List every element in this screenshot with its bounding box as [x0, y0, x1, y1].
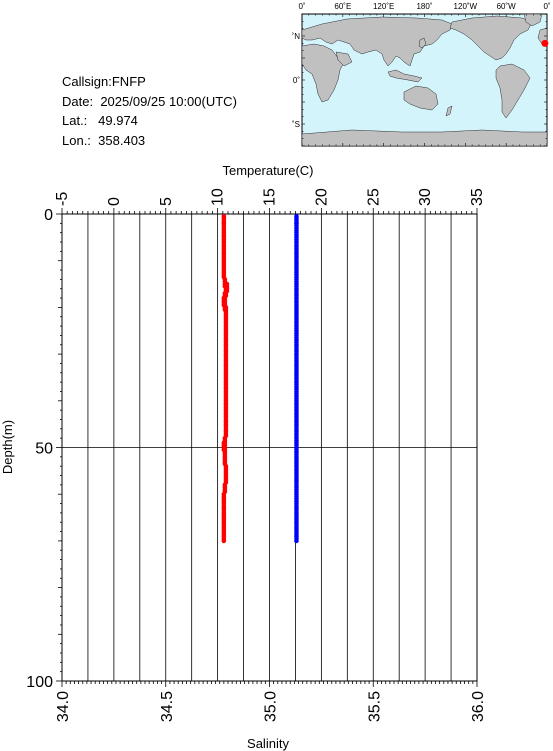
salinity-series — [294, 214, 299, 544]
map-lon-label: 120˚W — [454, 2, 478, 11]
antarctica-landmass — [302, 129, 547, 146]
callsign-row: Callsign:FNFP — [62, 72, 237, 92]
temperature-tick-label: 30 — [417, 188, 434, 206]
africa-landmass — [302, 43, 345, 103]
salinity-tick-label: 34.0 — [55, 691, 72, 722]
temperature-point — [221, 538, 227, 544]
depth-tick-label: 0 — [44, 207, 53, 224]
indonesia-islands — [387, 69, 423, 83]
map-lat-labels: 60˚N 0˚ 60˚S — [292, 32, 300, 129]
map-lon-label: 120˚E — [373, 2, 394, 11]
callsign-label: Callsign: — [62, 74, 112, 89]
temperature-tick-label: 20 — [313, 188, 330, 206]
map-lon-label: 0˚ — [543, 2, 550, 11]
salinity-tick-label: 35.0 — [263, 691, 280, 722]
south-america-landmass — [495, 63, 531, 119]
temperature-tick-label: -5 — [54, 192, 71, 206]
date-row: Date: 2025/09/25 10:00(UTC) — [62, 92, 237, 112]
callsign-value: FNFP — [111, 74, 146, 89]
top-axis-label: Temperature(C) — [222, 163, 313, 178]
greenland-landmass — [523, 14, 543, 27]
grid-lines — [62, 214, 477, 681]
map-lon-label: 0˚ — [298, 2, 305, 11]
temperature-tick-label: 25 — [365, 188, 382, 206]
map-lat-label: 0˚ — [293, 76, 300, 85]
map-lat-label: 60˚S — [292, 120, 300, 129]
map-ticks — [301, 13, 548, 147]
series-layer — [221, 214, 299, 544]
japan-islands — [418, 37, 427, 49]
depth-tick-labels: 0 50 100 — [26, 207, 53, 691]
map-lon-labels: 0˚ 60˚E 120˚E 180˚ 120˚W 60˚W 0˚ — [298, 2, 550, 11]
date-label: Date: — [62, 93, 94, 109]
salinity-tick-label: 35.5 — [366, 691, 383, 722]
depth-tick-label: 50 — [35, 441, 53, 458]
temperature-tick-labels: -5 0 5 10 15 20 25 30 35 — [54, 188, 486, 206]
australia-landmass — [403, 85, 439, 111]
salinity-tick-label: 34.5 — [159, 691, 176, 722]
salinity-tick-labels: 34.0 34.5 35.0 35.5 36.0 — [55, 691, 487, 722]
depth-tick-label: 100 — [26, 674, 53, 691]
map-land — [302, 14, 547, 146]
temperature-tick-label: 5 — [158, 197, 175, 206]
temperature-series — [221, 214, 230, 544]
station-marker — [541, 39, 549, 47]
north-america-landmass — [449, 15, 533, 61]
salinity-tick-label: 36.0 — [470, 691, 487, 722]
arabia-landmass — [335, 51, 353, 67]
map-lat-label: 60˚N — [292, 32, 300, 41]
map-lon-label: 180˚ — [416, 2, 432, 11]
lat-row: Lat.: 49.974 — [62, 111, 237, 131]
lon-value: 358.403 — [98, 132, 146, 148]
lon-row: Lon.: 358.403 — [62, 131, 237, 151]
temperature-tick-label: 0 — [106, 197, 123, 206]
minor-ticks — [56, 208, 478, 687]
bottom-axis-label: Salinity — [247, 736, 289, 751]
temperature-tick-label: 10 — [210, 188, 227, 206]
location-map: 0˚ 60˚E 120˚E 180˚ 120˚W 60˚W 0˚ 60˚N 0˚ 60˚S — [292, 2, 551, 147]
lon-label: Lon.: — [62, 132, 91, 148]
salinity-point — [294, 538, 299, 544]
temperature-tick-label: 15 — [262, 188, 279, 206]
y-axis-label: Depth(m) — [0, 420, 15, 474]
map-lon-label: 60˚E — [334, 2, 351, 11]
lat-label: Lat.: — [62, 113, 88, 128]
map-lon-label: 60˚W — [497, 2, 517, 11]
station-info: Callsign:FNFP Date: 2025/09/25 10:00(UTC… — [62, 72, 237, 150]
temperature-tick-label: 35 — [469, 188, 486, 206]
new-zealand-islands — [445, 105, 453, 117]
date-value: 2025/09/25 10:00(UTC) — [100, 93, 237, 109]
lat-value: 49.974 — [98, 113, 138, 128]
